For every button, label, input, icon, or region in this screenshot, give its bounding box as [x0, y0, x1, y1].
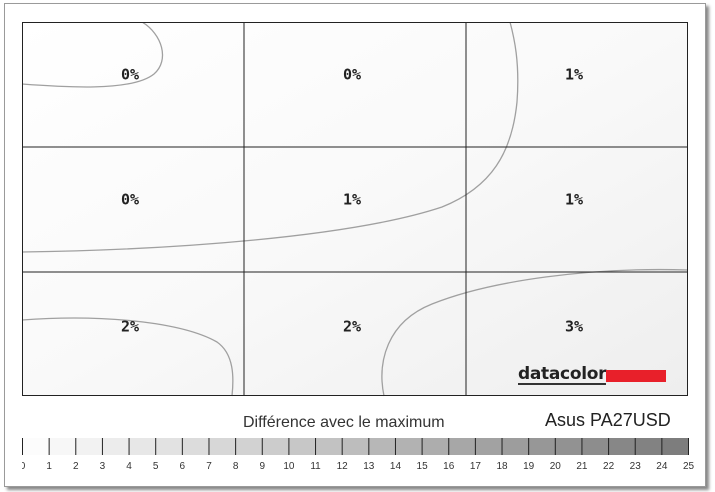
scale-tick-label: 24	[656, 461, 668, 472]
cell-value-label: 1%	[565, 66, 583, 84]
scale-tick-label: 21	[576, 461, 588, 472]
cell-value-label: 0%	[343, 66, 361, 84]
scale-tick-label: 11	[310, 461, 321, 472]
contour-line	[381, 268, 689, 397]
scale-tick-label: 7	[206, 461, 212, 472]
heatmap-background	[22, 22, 688, 396]
scale-tick-label: 20	[550, 461, 562, 472]
scale-tick-label: 23	[630, 461, 642, 472]
scale-tick-label: 15	[417, 461, 429, 472]
scale-tick-label: 5	[153, 461, 159, 472]
cell-value-label: 1%	[565, 191, 583, 209]
scale-segment	[315, 438, 343, 455]
model-name: Asus PA27USD	[545, 410, 671, 430]
scale-segment	[661, 438, 689, 455]
scale-tick-label: 4	[126, 461, 132, 472]
scale-tick-label: 16	[443, 461, 455, 472]
scale-segment	[235, 438, 263, 455]
scale-segment	[128, 438, 156, 455]
scale-tick-label: 14	[390, 461, 402, 472]
scale-segment	[634, 438, 662, 455]
scale-segment	[261, 438, 289, 455]
cell-value-label: 2%	[343, 318, 361, 336]
scale-tick-label: 25	[683, 461, 695, 472]
scale-segment	[101, 438, 130, 455]
scale-tick-label: 3	[100, 461, 106, 472]
uniformity-heatmap: 0% 0% 1% 0% 1% 1% 2% 2% 3%	[22, 22, 689, 397]
scale-segment	[528, 438, 556, 455]
cell-value-label: 2%	[121, 318, 139, 336]
scale-segment	[421, 438, 449, 455]
scale-tick-label: 12	[337, 461, 349, 472]
scale-tick-label: 8	[233, 461, 239, 472]
scale-segment	[341, 438, 369, 455]
scale-segment	[501, 438, 529, 455]
scale-tick-label: 0	[22, 461, 26, 472]
contour-line	[22, 22, 519, 253]
scale-segment	[474, 438, 503, 455]
scale-segment	[155, 438, 183, 455]
scale-segment	[554, 438, 582, 455]
cell-value-label: 3%	[565, 318, 583, 336]
scale-segment	[48, 438, 76, 455]
scale-segment	[368, 438, 396, 455]
scale-segment	[608, 438, 636, 455]
cell-value-label: 0%	[121, 66, 139, 84]
scale-tick-label: 17	[470, 461, 482, 472]
scale-tick-label: 18	[496, 461, 508, 472]
logo-red-bar	[606, 370, 667, 382]
scale-tick-label: 22	[603, 461, 615, 472]
contour-line	[22, 317, 234, 397]
scale-segment	[208, 438, 236, 455]
scale-segment	[22, 438, 50, 455]
scale-segment	[394, 438, 423, 455]
scale-segment	[181, 438, 209, 455]
scale-segment	[75, 438, 103, 455]
scale-tick-label: 9	[259, 461, 265, 472]
scale-segment	[448, 438, 476, 455]
cell-value-label: 1%	[343, 191, 361, 209]
scale-tick-label: 2	[73, 461, 79, 472]
contour-line	[22, 22, 164, 88]
legend-title: Différence avec le maximum	[243, 414, 445, 431]
cell-value-label: 0%	[121, 191, 139, 209]
scale-segment	[581, 438, 609, 455]
scale-tick-label: 1	[46, 461, 52, 472]
scale-tick-label: 19	[523, 461, 535, 472]
scale-segment	[288, 438, 316, 455]
datacolor-logo: datacolor	[518, 364, 667, 385]
grid-border	[22, 22, 688, 396]
scale-tick-label: 13	[363, 461, 375, 472]
color-scale: 0 1 2 3 4 5 6 7 8 9 10 11 12 13 14 15 16 17 18 19 20 21 22 23 24…	[22, 438, 695, 472]
scale-tick-label: 6	[180, 461, 186, 472]
logo-text: datacolor	[518, 364, 607, 385]
scale-tick-label: 10	[283, 461, 295, 472]
